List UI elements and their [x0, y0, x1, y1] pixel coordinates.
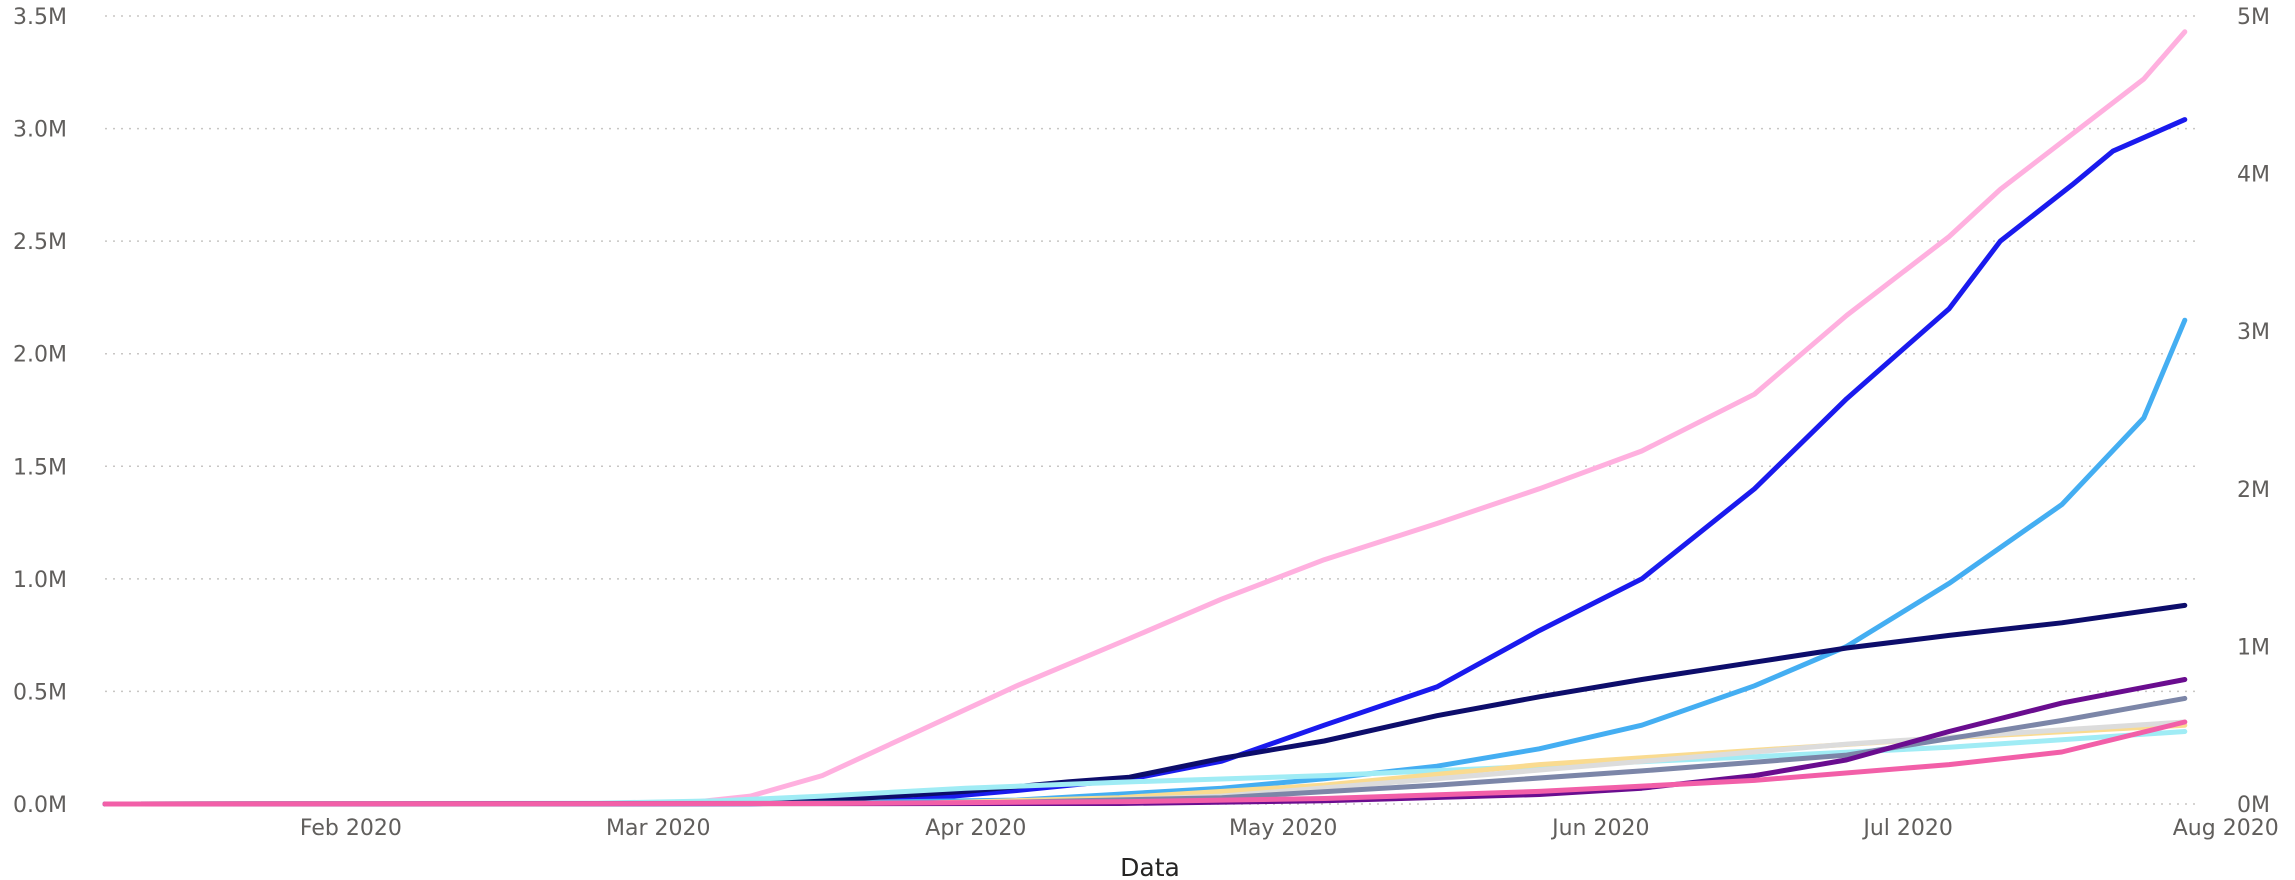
y-left-tick-label: 2.0M	[13, 343, 67, 368]
y-right-tick-label: 1M	[2237, 635, 2270, 660]
series-lines	[102, 29, 2188, 807]
y-left-tick-label: 2.5M	[13, 230, 67, 255]
y-left-tick-label: 1.0M	[13, 568, 67, 593]
y-right-tick-label: 5M	[2237, 5, 2270, 30]
y-right-tick-label: 2M	[2237, 478, 2270, 503]
x-tick-label: Mar 2020	[606, 816, 711, 841]
y-right-tick-label: 0M	[2237, 793, 2270, 818]
y-axis-left: 0.0M 0.5M 1.0M 1.5M 2.0M 2.5M 3.0M 3.5M	[13, 5, 67, 818]
x-tick-label: Apr 2020	[925, 816, 1026, 841]
series-line-1	[102, 29, 2188, 807]
x-tick-label: May 2020	[1229, 816, 1337, 841]
y-right-tick-label: 4M	[2237, 163, 2270, 188]
series-line-3	[102, 317, 2188, 807]
y-left-tick-label: 0.5M	[13, 680, 67, 705]
y-left-tick-label: 0.0M	[13, 793, 67, 818]
series-line-4	[102, 602, 2188, 807]
y-left-tick-label: 1.5M	[13, 455, 67, 480]
y-right-tick-label: 3M	[2237, 320, 2270, 345]
x-axis-title: Data	[1120, 853, 1180, 880]
x-axis: Feb 2020 Mar 2020 Apr 2020 May 2020 Jun 2020…	[300, 816, 2279, 841]
series-line-10	[102, 719, 2188, 807]
x-tick-label: Jun 2020	[1550, 816, 1649, 841]
series-line-2	[102, 117, 2188, 807]
x-tick-label: Jul 2020	[1861, 816, 1953, 841]
y-left-tick-label: 3.5M	[13, 5, 67, 30]
x-tick-label: Aug 2020	[2173, 816, 2279, 841]
gridlines	[105, 15, 2195, 805]
y-axis-right: 0M 1M 2M 3M 4M 5M	[2237, 5, 2270, 818]
x-tick-label: Feb 2020	[300, 816, 402, 841]
y-left-tick-label: 3.0M	[13, 118, 67, 143]
